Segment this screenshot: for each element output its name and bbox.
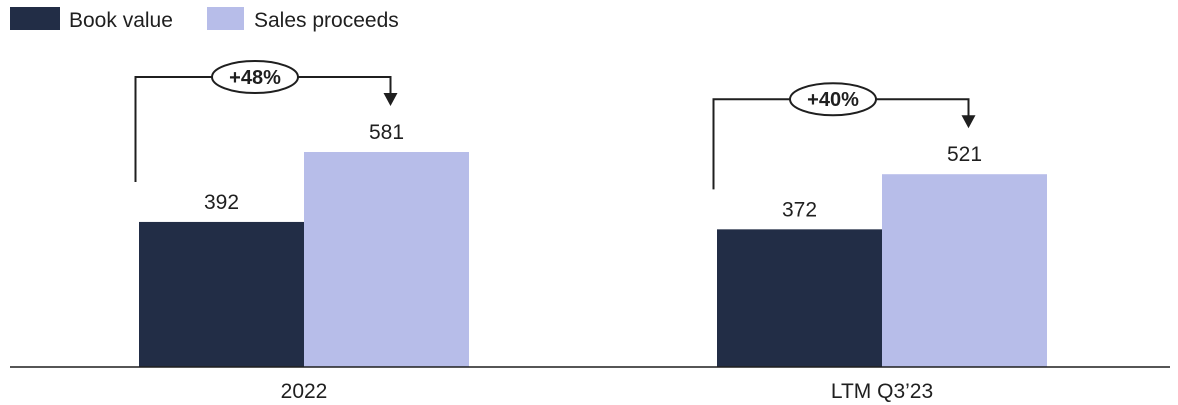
growth-bubble-ltm-q3-23: [789, 82, 877, 117]
growth-bubble-2022: [211, 60, 299, 94]
legend-label-sales-proceeds: Sales proceeds: [254, 9, 399, 32]
growth-connector-ltm-q3-23: +40%: [712, 82, 976, 190]
legend: Book value Sales proceeds: [10, 7, 399, 32]
arrow-down-icon: [961, 115, 976, 129]
growth-label-2022: +48%: [229, 67, 281, 89]
growth-label-ltm-q3-23: +40%: [807, 89, 859, 111]
legend-swatch-book-value: [10, 7, 60, 30]
bar-book-value-ltm-q3-23: [717, 229, 882, 367]
growth-connector-2022: +48%: [134, 60, 398, 182]
value-label-sales-proceeds-2022: 581: [369, 121, 404, 144]
legend-item-book-value: Book value: [10, 7, 173, 32]
legend-label-book-value: Book value: [69, 9, 173, 32]
value-labels-layer: 392 581 372 521: [204, 121, 982, 221]
category-label-2022: 2022: [281, 380, 328, 403]
bar-sales-proceeds-ltm-q3-23: [882, 174, 1047, 367]
growth-connectors-layer: +48% +40%: [134, 60, 976, 190]
bar-sales-proceeds-2022: [304, 152, 469, 367]
arrow-down-icon: [383, 93, 398, 106]
bar-book-value-2022: [139, 221, 304, 367]
bars-layer: [139, 152, 1047, 367]
category-label-ltm-q3-23: LTM Q3’23: [831, 380, 933, 403]
legend-item-sales-proceeds: Sales proceeds: [207, 7, 399, 32]
legend-swatch-sales-proceeds: [207, 7, 244, 30]
value-label-book-value-ltm-q3-23: 372: [782, 198, 817, 221]
value-label-sales-proceeds-ltm-q3-23: 521: [947, 143, 982, 166]
value-label-book-value-2022: 392: [204, 191, 239, 214]
